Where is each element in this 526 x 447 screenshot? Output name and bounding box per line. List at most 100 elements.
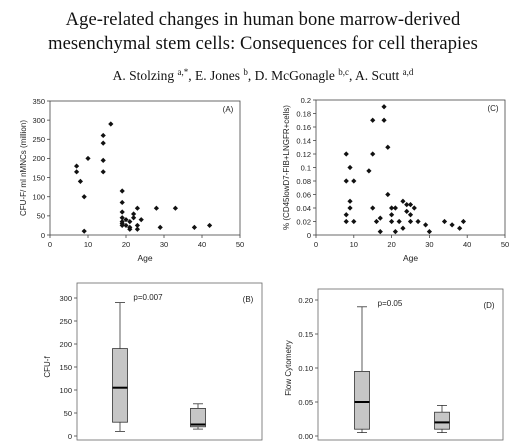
y-tick-label: 0.16 <box>296 123 311 132</box>
y-tick-label: 0.2 <box>301 96 311 105</box>
box-iqr <box>354 370 370 430</box>
data-point <box>381 117 387 123</box>
x-tick-label: 40 <box>463 240 471 249</box>
author-name: A. Stolzing <box>112 68 178 83</box>
author-separator: , <box>188 68 195 83</box>
y-tick-label: 0.1 <box>301 163 311 172</box>
data-point <box>370 117 376 123</box>
y-tick-label: 300 <box>32 116 45 125</box>
author-list: A. Stolzing a,*, E. Jones b, D. McGonagl… <box>0 64 526 84</box>
data-point <box>100 140 106 146</box>
data-point <box>100 157 106 163</box>
data-point <box>400 198 406 204</box>
data-point <box>119 215 125 221</box>
y-axis-label: % (CD45lowD7-FIB+LNGFR+cells) <box>282 105 291 230</box>
x-tick-label: 50 <box>501 240 509 249</box>
data-point <box>407 212 414 218</box>
y-tick-label: 0.14 <box>296 136 311 145</box>
data-point <box>385 191 391 198</box>
data-point <box>127 226 133 232</box>
data-point <box>119 222 125 229</box>
y-tick-label: 300 <box>59 294 72 303</box>
author-name: E. Jones <box>195 68 244 83</box>
data-point <box>134 222 140 229</box>
data-point <box>373 218 380 225</box>
data-point <box>343 212 349 218</box>
x-tick-label: 10 <box>350 240 358 249</box>
plot-area-border <box>49 100 241 236</box>
y-tick-label: 250 <box>59 317 72 326</box>
x-tick-label: 40 <box>198 240 206 249</box>
data-point <box>343 178 349 184</box>
data-point <box>207 222 213 229</box>
data-point <box>347 198 353 204</box>
p-value-annotation: p=0.05 <box>378 299 403 308</box>
data-point <box>392 229 398 235</box>
y-tick-label: 0.15 <box>298 330 313 339</box>
x-axis-label: Age <box>137 253 152 263</box>
data-point <box>81 194 87 200</box>
y-tick-label: 50 <box>37 212 45 221</box>
author-name: A. Scutt <box>355 68 403 83</box>
data-point <box>377 215 383 221</box>
y-axis-label: CFU-F/ ml nMNCs (million) <box>19 120 28 216</box>
data-point <box>404 202 410 208</box>
data-point <box>74 169 80 175</box>
y-tick-label: 100 <box>59 386 72 395</box>
data-point <box>100 169 106 175</box>
author-affiliation: a,* <box>177 67 189 77</box>
data-point <box>385 144 391 150</box>
panel-label: (A) <box>223 105 234 114</box>
y-tick-label: 0.00 <box>298 432 313 441</box>
x-tick-label: 0 <box>314 240 318 249</box>
y-tick-label: 0.20 <box>298 296 313 305</box>
x-tick-label: 30 <box>425 240 433 249</box>
author-affiliation: a,d <box>402 67 414 77</box>
data-point <box>351 218 357 225</box>
data-point <box>460 218 467 225</box>
data-point <box>351 178 357 184</box>
data-point <box>389 218 395 225</box>
data-point <box>77 178 83 184</box>
x-tick-label: 20 <box>387 240 395 249</box>
data-point <box>441 218 448 225</box>
data-point <box>411 205 417 211</box>
paper-title-line-1: Age-related changes in human bone marrow… <box>65 10 461 30</box>
data-point <box>119 209 125 215</box>
author-name: D. McGonagle <box>254 68 339 83</box>
data-point <box>347 164 353 171</box>
y-tick-label: 0.04 <box>296 204 311 213</box>
data-point <box>74 163 80 169</box>
data-point <box>457 225 463 231</box>
data-point <box>366 168 372 174</box>
y-tick-label: 0.12 <box>296 150 311 159</box>
y-tick-label: 50 <box>64 409 72 418</box>
data-point <box>343 151 349 157</box>
box-iqr <box>434 411 450 430</box>
box-iqr <box>190 407 206 428</box>
author-separator: , <box>348 68 355 83</box>
y-tick-label: 0.10 <box>298 364 313 373</box>
data-point <box>396 218 402 225</box>
p-value-annotation: p=0.007 <box>133 293 163 302</box>
y-tick-label: 0.08 <box>296 177 311 186</box>
data-point <box>131 211 137 217</box>
panel-label: (B) <box>243 295 254 304</box>
data-point <box>389 205 395 211</box>
data-point <box>191 224 197 230</box>
data-point <box>127 219 133 225</box>
plot-area-border <box>76 282 263 441</box>
y-tick-label: 150 <box>32 173 45 182</box>
data-point <box>407 218 414 225</box>
y-tick-label: 100 <box>32 193 45 202</box>
data-point <box>119 188 125 194</box>
data-point <box>108 121 114 127</box>
data-point <box>138 217 144 223</box>
data-point <box>449 222 455 228</box>
y-tick-label: 0.02 <box>296 217 311 226</box>
data-point <box>123 222 129 229</box>
y-axis-label: CFU-f <box>43 356 52 378</box>
author-affiliation: b,c <box>338 67 349 77</box>
data-point <box>426 229 432 235</box>
data-point <box>377 229 383 235</box>
